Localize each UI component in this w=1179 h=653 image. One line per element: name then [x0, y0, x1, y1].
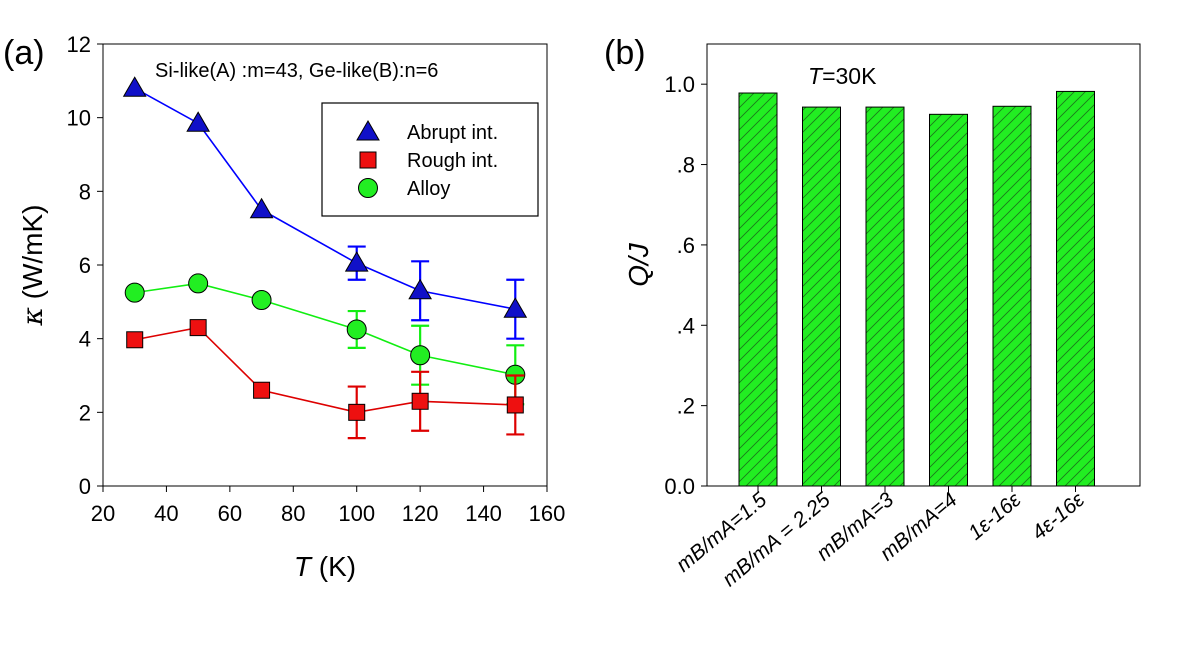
- x-tick-label: 40: [154, 501, 178, 526]
- legend-label: Alloy: [407, 178, 450, 200]
- x-tick-label: 160: [529, 501, 566, 526]
- category-label: mB/mA = 2.25: [718, 488, 835, 591]
- y-tick-label: .2: [677, 394, 695, 419]
- y-axis-title-b: Q/J: [623, 242, 654, 287]
- bar-hatch: [802, 106, 841, 487]
- y-tick-label: 4: [79, 327, 91, 352]
- data-point: [348, 403, 366, 421]
- x-tick-label: 20: [91, 501, 115, 526]
- panel-a-label: (a): [3, 34, 45, 72]
- y-tick-label: .6: [677, 233, 695, 258]
- y-tick-label: 1.0: [664, 72, 695, 97]
- x-tick-label: 100: [338, 501, 375, 526]
- data-point: [249, 197, 274, 219]
- y-tick-label: 2: [79, 400, 91, 425]
- data-point: [189, 319, 207, 337]
- y-tick-label: .8: [677, 153, 695, 178]
- bar-hatch: [929, 113, 968, 487]
- data-point: [410, 345, 431, 366]
- axis-ticks-b: 0.0 .2 .4 .6 .8 1.0: [664, 72, 707, 499]
- annotation-a: Si-like(A) :m=43, Ge-like(B):n=6: [155, 60, 438, 82]
- series-a: [122, 76, 528, 440]
- data-point: [346, 319, 367, 340]
- axis-ticks-a: 20 40 60 80 100 120 140 160 0 2 4 6 8 10 12: [67, 32, 566, 526]
- bar-hatch: [992, 105, 1032, 487]
- plot-area-b: [706, 43, 1141, 487]
- y-axis-title-a: κ (W/mK): [16, 204, 49, 326]
- bar-hatch: [865, 106, 905, 487]
- series-line: [134, 87, 516, 310]
- bars-b: [738, 90, 1095, 487]
- data-point: [503, 297, 528, 318]
- x-tick-label: 80: [281, 501, 305, 526]
- bar-hatch: [1056, 90, 1095, 487]
- panel-a-line-chart: (a) 20 40 60 80 100 120 140 160 0 2 4 6 8 10 12 Si-lik…: [3, 32, 565, 582]
- data-point: [251, 289, 272, 310]
- data-point: [126, 331, 144, 349]
- legend-label: Rough int.: [407, 150, 498, 172]
- legend-label: Abrupt int.: [407, 122, 498, 144]
- data-point: [188, 273, 209, 294]
- legend-box: [321, 102, 539, 217]
- data-point: [408, 278, 433, 300]
- panel-b-label: (b): [604, 34, 646, 72]
- data-point: [186, 111, 211, 132]
- y-tick-label: 0: [79, 474, 91, 499]
- data-point: [344, 251, 369, 272]
- series-line: [134, 282, 516, 376]
- legend-marker: [358, 178, 378, 198]
- legend-marker: [359, 151, 377, 169]
- legend-a: Abrupt int. Rough int. Alloy: [321, 102, 539, 217]
- y-tick-label: 10: [67, 106, 91, 131]
- y-tick-label: 8: [79, 179, 91, 204]
- y-tick-label: 0.0: [664, 474, 695, 499]
- bar-hatch: [738, 92, 778, 487]
- x-tick-label: 120: [402, 501, 439, 526]
- series-line: [134, 326, 516, 414]
- legend-marker: [356, 120, 380, 141]
- data-point: [411, 392, 429, 410]
- annotation-b: T=30K: [808, 63, 877, 89]
- data-point: [253, 381, 271, 399]
- data-point: [506, 396, 524, 414]
- x-axis-title-a: T (K): [294, 551, 356, 582]
- x-tick-label: 140: [465, 501, 502, 526]
- category-label: 4ε-16ε: [1028, 488, 1090, 545]
- data-point: [122, 76, 147, 97]
- data-point: [124, 282, 145, 303]
- x-tick-label: 60: [218, 501, 242, 526]
- y-tick-label: 12: [67, 32, 91, 57]
- y-tick-label: 6: [79, 253, 91, 278]
- category-label: 1ε-16ε: [964, 488, 1026, 545]
- y-tick-label: .4: [677, 313, 695, 338]
- panel-b-bar-chart: (b) T=30K 0.0 .2 .4 .6 .8 1.0 mB/mA=1.5mB/mA …: [604, 34, 1141, 591]
